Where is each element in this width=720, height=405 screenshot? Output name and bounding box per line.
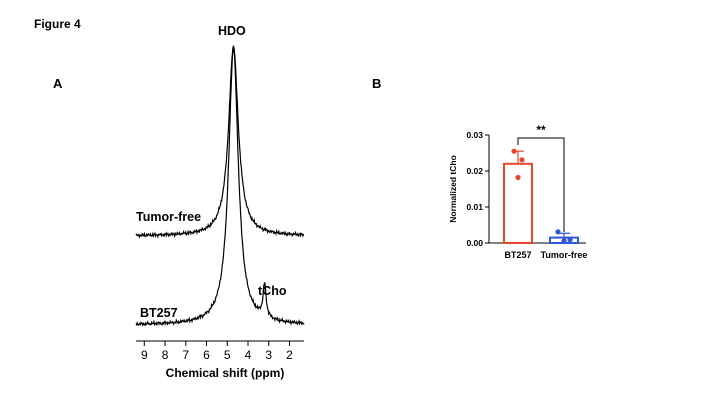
panel-b-label: B bbox=[372, 76, 381, 91]
bars-group bbox=[503, 148, 579, 245]
data-point bbox=[519, 157, 525, 163]
x-tick-label: 7 bbox=[182, 348, 189, 362]
y-tick-label: 0.02 bbox=[466, 166, 483, 176]
y-axis-title: Normalized tCho bbox=[448, 155, 458, 223]
data-point bbox=[515, 174, 521, 181]
x-tick-label: 6 bbox=[203, 348, 210, 362]
x-category-labels: BT257 Tumor-free bbox=[504, 250, 587, 260]
x-category-label: Tumor-free bbox=[541, 250, 588, 260]
x-tick-label: 2 bbox=[286, 348, 293, 362]
tumor-free-spectrum-line bbox=[135, 44, 305, 239]
significance-bracket-line bbox=[517, 137, 565, 232]
figure-label: Figure 4 bbox=[34, 17, 81, 31]
y-tick-label: 0.03 bbox=[466, 130, 483, 140]
data-point bbox=[511, 148, 517, 154]
bt257-spectrum-line bbox=[135, 48, 305, 327]
tcho-peak-label: tCho bbox=[258, 284, 287, 298]
data-point bbox=[567, 237, 573, 243]
x-tick-label: 5 bbox=[224, 348, 231, 362]
y-axis-ticks: 0.00 0.01 0.02 0.03 bbox=[466, 130, 489, 248]
data-point bbox=[555, 229, 561, 235]
y-tick-label: 0.01 bbox=[466, 202, 483, 212]
panel-a-label: A bbox=[53, 76, 63, 91]
x-tick-label: 9 bbox=[141, 348, 148, 362]
hdo-peak-label: HDO bbox=[218, 24, 246, 38]
y-tick-label: 0.00 bbox=[466, 238, 483, 248]
x-category-label: BT257 bbox=[504, 250, 531, 260]
significance-bracket: ** bbox=[517, 123, 565, 232]
x-tick-label: 8 bbox=[162, 348, 169, 362]
tcho-bar-chart: 0.00 0.01 0.02 0.03 Normalized tCho ** BT25… bbox=[448, 123, 587, 260]
series-label-bt257: BT257 bbox=[140, 306, 178, 320]
x-axis-title: Chemical shift (ppm) bbox=[166, 366, 285, 380]
x-tick-label: 3 bbox=[265, 348, 272, 362]
data-point bbox=[561, 238, 567, 244]
significance-stars: ** bbox=[536, 123, 546, 137]
x-tick-label: 4 bbox=[245, 348, 252, 362]
series-label-tumor-free: Tumor-free bbox=[136, 210, 201, 224]
